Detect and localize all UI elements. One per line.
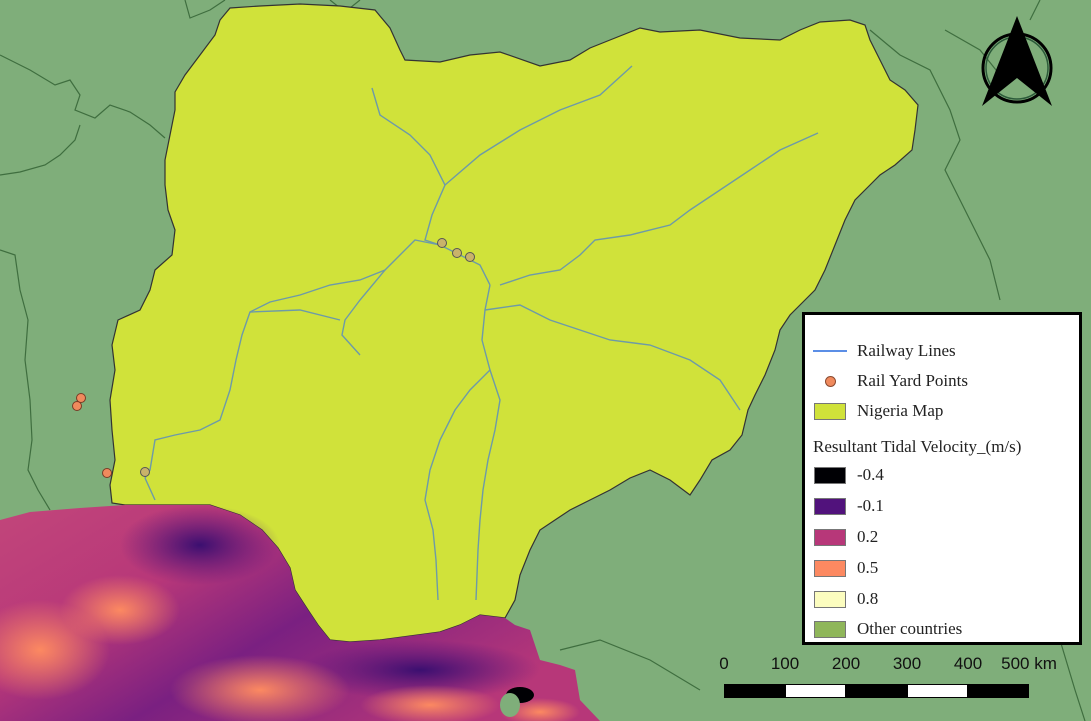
- rail-yard-point-icon: [813, 372, 847, 390]
- map-legend: Railway Lines Rail Yard Points Nigeria M…: [802, 312, 1082, 645]
- legend-item-railway: Railway Lines: [813, 341, 956, 361]
- rail-yard-point[interactable]: [102, 468, 112, 478]
- legend-velocity-title: Resultant Tidal Velocity_(m/s): [813, 437, 1022, 456]
- velocity-swatch: [813, 528, 847, 546]
- nigeria-fill-swatch: [813, 402, 847, 420]
- legend-label: Rail Yard Points: [857, 371, 968, 390]
- legend-label: Railway Lines: [857, 341, 956, 360]
- other-countries-swatch: [813, 620, 847, 638]
- scale-tick-label: 200: [831, 654, 861, 673]
- scale-tick-label: 300: [892, 654, 922, 673]
- railway-lines: [144, 65, 819, 601]
- legend-item-other-countries: Other countries: [813, 619, 962, 639]
- legend-item-velocity: 0.8: [813, 589, 878, 609]
- legend-label: -0.1: [857, 496, 884, 515]
- scale-segment: [785, 684, 846, 698]
- legend-label: -0.4: [857, 465, 884, 484]
- scale-tick-label: 500 km: [1001, 654, 1057, 673]
- velocity-swatch: [813, 466, 847, 484]
- tidal-velocity-raster: [0, 505, 600, 721]
- rail-yard-point[interactable]: [465, 252, 475, 262]
- velocity-swatch: [813, 559, 847, 577]
- rail-yard-point[interactable]: [76, 393, 86, 403]
- rail-yard-point[interactable]: [452, 248, 462, 258]
- scale-segment: [907, 684, 968, 698]
- rail-yard-point[interactable]: [437, 238, 447, 248]
- rail-yard-point[interactable]: [140, 467, 150, 477]
- scale-segment: [968, 684, 1029, 698]
- legend-label: 0.8: [857, 589, 879, 608]
- legend-item-velocity: 0.2: [813, 527, 878, 547]
- legend-label: Other countries: [857, 619, 963, 638]
- nigeria-polygon[interactable]: [109, 3, 919, 643]
- scale-segment: [846, 684, 907, 698]
- legend-item-velocity: -0.1: [813, 496, 884, 516]
- legend-label: Nigeria Map: [857, 401, 944, 420]
- north-arrow-icon: [981, 16, 1053, 106]
- rail-yard-point[interactable]: [72, 401, 82, 411]
- legend-label: 0.5: [857, 558, 879, 577]
- velocity-swatch: [813, 497, 847, 515]
- legend-item-rail-yard: Rail Yard Points: [813, 371, 968, 391]
- legend-item-velocity: 0.5: [813, 558, 878, 578]
- scale-tick-label: 100: [770, 654, 800, 673]
- scale-segment: [724, 684, 785, 698]
- legend-item-nigeria: Nigeria Map: [813, 401, 943, 421]
- legend-label: 0.2: [857, 527, 879, 546]
- railway-line-icon: [813, 342, 847, 360]
- scale-tick-label: 400: [953, 654, 983, 673]
- velocity-swatch: [813, 590, 847, 608]
- rail-yard-points[interactable]: [72, 238, 475, 478]
- scale-tick-label: 0: [719, 654, 729, 673]
- legend-item-velocity: -0.4: [813, 465, 884, 485]
